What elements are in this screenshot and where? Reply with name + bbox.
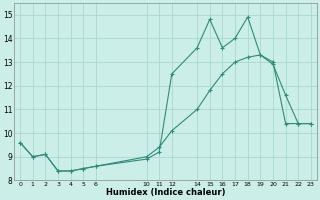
X-axis label: Humidex (Indice chaleur): Humidex (Indice chaleur): [106, 188, 225, 197]
